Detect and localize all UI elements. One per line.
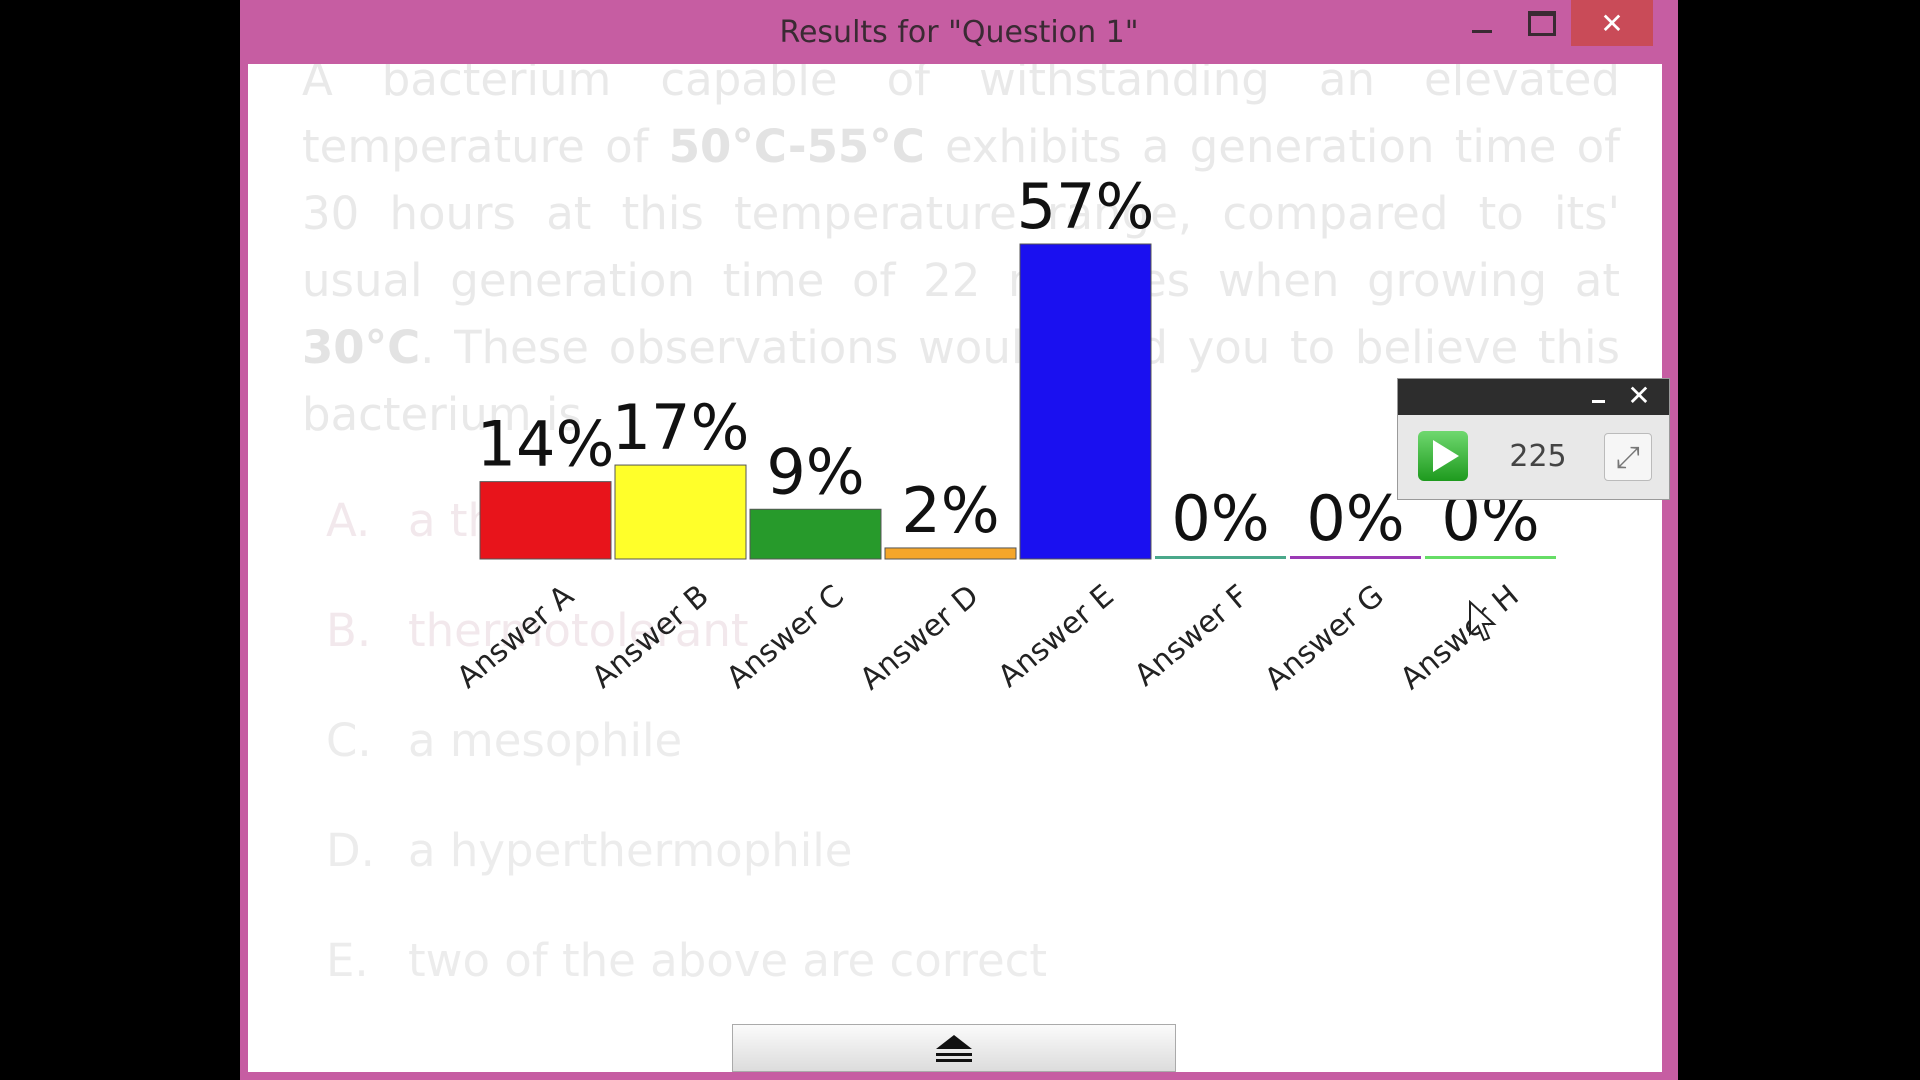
answer-letter: E. [326,934,369,987]
answer-text: a hyperthermophile [408,824,853,877]
data-label: 14% [477,408,615,481]
answer-text: a mesophile [408,714,683,767]
x-tick-label: Answer B [585,578,715,695]
maximize-icon [1528,10,1556,36]
answer-option-c: C. a mesophile [326,714,682,767]
close-icon: ✕ [1600,6,1624,40]
minimize-button[interactable] [1456,0,1508,46]
mini-minimize-button[interactable] [1586,385,1612,409]
answer-option-e: E. two of the above are correct [326,934,1047,987]
answer-letter: C. [326,714,372,767]
data-label: 0% [1306,482,1404,555]
play-icon [1433,440,1459,472]
x-tick-label: Answer E [992,578,1121,694]
question-bold-temp-low: 30°C [302,321,421,374]
bar-answer-a [479,481,612,560]
x-tick-label: Answer H [1394,578,1526,696]
minimize-icon [1592,400,1605,403]
title-bar[interactable]: Results for "Question 1" ✕ [240,0,1678,64]
data-label: 0% [1171,482,1269,555]
results-window: Results for "Question 1" ✕ A bacterium c… [240,0,1678,1080]
x-tick-label: Answer D [853,578,985,697]
bar-answer-g [1290,556,1421,559]
results-bar-chart: 14% Answer A 17% Answer B 9% Answer C 2% Answer… [450,170,1556,697]
mini-toolbar: ✕ 225 ⤢ [1397,378,1670,500]
bar-answer-f [1155,556,1286,559]
bar-answer-e [1019,243,1152,560]
answer-text: thermotolerant [408,604,749,657]
answer-option-b: B. thermotolerant [326,604,749,657]
answer-letter: B. [326,604,372,657]
answer-letter: A. [326,494,371,547]
answer-text: two of the above are correct [408,934,1048,987]
x-tick-label: Answer C [720,578,850,695]
question-part-2: exhibits a generation time of 30 hours a… [302,120,1620,307]
answer-letter: D. [326,824,375,877]
bar-answer-c [749,508,882,560]
question-bold-temp-high: 50°C-55°C [668,120,925,173]
expand-panel-handle[interactable] [732,1024,1176,1072]
mouse-cursor-icon [1469,600,1497,642]
close-button[interactable]: ✕ [1571,0,1653,46]
question-text: A bacterium capable of withstanding an e… [302,64,1620,448]
mini-close-button[interactable]: ✕ [1627,379,1651,412]
data-label: 9% [766,435,864,508]
eject-arrow-icon [936,1034,972,1049]
answer-option-d: D. a hyperthermophile [326,824,853,877]
content-area: A bacterium capable of withstanding an e… [248,64,1662,1072]
expand-icon: ⤢ [1616,439,1640,475]
question-part-1: A bacterium capable of withstanding an e… [302,64,1620,173]
minimize-icon [1472,29,1492,33]
bar-answer-d [884,547,1017,560]
window-title: Results for "Question 1" [779,15,1139,50]
data-label: 17% [612,391,750,464]
x-tick-label: Answer F [1128,578,1256,693]
expand-button[interactable]: ⤢ [1604,433,1652,481]
maximize-button[interactable] [1512,0,1572,46]
data-label: 57% [1017,170,1155,243]
bar-answer-h [1425,556,1556,559]
x-tick-label: Answer A [450,578,581,695]
bar-answer-b [614,464,747,560]
play-button[interactable] [1418,431,1468,481]
menu-lines-icon [936,1052,972,1062]
response-count: 225 [1509,439,1567,474]
x-tick-label: Answer G [1258,578,1390,697]
data-label: 2% [901,474,999,547]
mini-toolbar-header[interactable]: ✕ [1398,379,1669,415]
